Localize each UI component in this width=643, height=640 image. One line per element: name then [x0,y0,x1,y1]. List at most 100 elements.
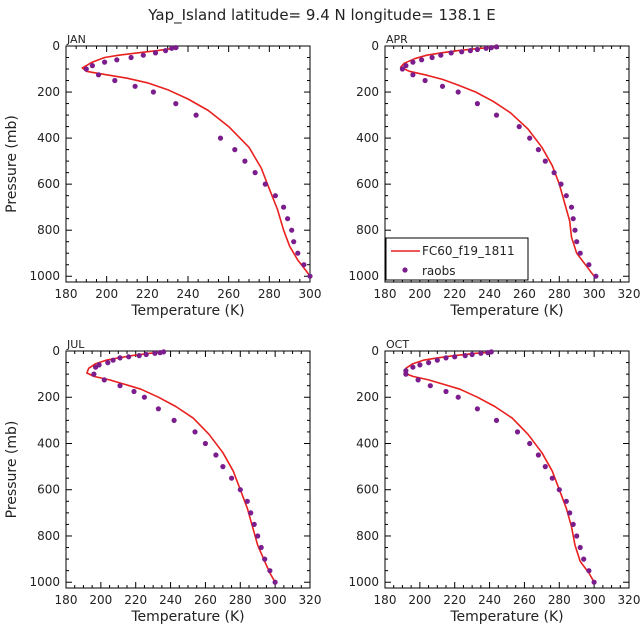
oct-raobs-point [563,498,569,504]
apr-ytick-label: 0 [371,39,379,53]
jan-raobs-point [262,181,268,187]
apr-raobs-point [586,262,592,268]
apr-raobs-point [577,250,583,256]
apr-ytick-label: 200 [356,85,379,99]
apr-raobs-point [563,193,569,199]
jul-raobs-point [244,498,250,504]
oct-raobs-point [469,351,475,358]
jan-xtick-label: 240 [177,287,200,301]
apr-raobs-point [448,50,454,56]
apr-raobs-point [551,170,557,176]
jul-raobs-point [255,533,261,539]
jan-model-line [81,47,311,277]
apr-raobs-point [399,66,405,72]
apr-xtick-label: 220 [443,287,466,301]
jul-raobs-point [155,406,161,412]
jan-raobs-point [128,54,134,61]
jan-raobs-point [301,262,307,268]
oct-xlabel: Temperature (K) [449,609,563,625]
oct-xtick-label: 320 [618,593,641,607]
jul-ytick-label: 600 [37,483,60,497]
apr-xtick-label: 280 [548,287,571,301]
apr-xtick-label: 200 [408,287,431,301]
jan-raobs-point [295,250,301,256]
oct-raobs-point [577,544,583,551]
jul-raobs-point [220,464,226,470]
oct-raobs-point [570,521,576,528]
apr-raobs-point [422,77,428,84]
jul-xtick-label: 260 [194,593,217,607]
jan-panel-label: JAN [66,33,86,46]
apr-model-line [399,46,595,277]
oct-ytick-label: 200 [356,390,379,404]
apr-xtick-label: 260 [513,287,536,301]
jul-xtick-label: 320 [299,593,322,607]
apr-raobs-point [438,52,444,58]
jul-model-line [86,351,276,583]
apr-raobs-point [439,83,446,89]
oct-xtick-label: 220 [443,593,466,607]
oct-raobs-point [417,362,423,368]
apr-xtick-label: 180 [374,287,397,301]
jan-plot-frame [65,45,311,283]
jul-raobs-point [157,350,163,356]
apr-ytick-label: 800 [356,223,379,237]
jul-raobs-point [126,354,132,360]
jan-ytick-label: 1000 [29,269,60,283]
oct-raobs-point [452,354,458,360]
jan-raobs-point [114,57,120,63]
oct-xtick-label: 280 [548,593,571,607]
apr-raobs-point [535,147,542,153]
jul-raobs-point [258,544,264,551]
jul-raobs-point [171,417,177,423]
apr-raobs-point [493,44,500,50]
jan-xtick-label: 260 [217,287,240,301]
oct-raobs-point [474,406,480,412]
legend-model-label: FC60_f19_1811 [422,244,515,258]
oct-raobs-point [493,417,500,423]
jan-raobs-point [150,89,156,95]
jan-xlabel: Temperature (K) [130,303,244,319]
jul-xtick-label: 220 [124,593,147,607]
jul-raobs-point [192,429,198,435]
jan-raobs-point [272,193,278,199]
jan-raobs-point [132,83,138,89]
oct-raobs-point [443,355,449,361]
oct-ytick-label: 1000 [348,575,379,589]
oct-xtick-label: 180 [374,593,397,607]
oct-raobs-point [535,452,542,458]
oct-raobs-point [443,388,449,395]
jul-xlabel: Temperature (K) [130,609,244,625]
oct-raobs-point [586,568,592,574]
jan-raobs-point [152,50,159,56]
oct-raobs-point [556,487,562,493]
jul-raobs-point [105,360,111,366]
jan-raobs-point [193,112,199,118]
jul-xtick-label: 280 [229,593,252,607]
jul-xtick-label: 240 [159,593,182,607]
oct-raobs-point [485,350,491,356]
oct-xtick-label: 200 [408,593,431,607]
apr-raobs-point [516,124,522,130]
jan-raobs-point [307,273,313,279]
apr-raobs-point [593,273,599,279]
jan-xtick-label: 180 [55,287,78,301]
oct-raobs-point [415,377,421,383]
figure-title: Yap_Island latitude= 9.4 N longitude= 13… [147,6,495,25]
legend-box [385,237,529,281]
jan-raobs-point [217,135,224,141]
oct-raobs-point [410,364,416,370]
jan-ytick-label: 200 [37,85,60,99]
jul-raobs-point [152,350,158,356]
apr-raobs-point [474,46,480,53]
jan-raobs-point [242,158,248,164]
jul-ytick-label: 200 [37,390,60,404]
apr-raobs-point [419,57,425,63]
legend-obs-label: raobs [422,264,456,278]
jul-ylabel: Pressure (mb) [4,421,20,519]
oct-ytick-label: 0 [371,344,379,358]
jul-raobs-point [262,556,268,562]
oct-raobs-point [527,440,533,447]
jan-ytick-label: 800 [37,223,60,237]
